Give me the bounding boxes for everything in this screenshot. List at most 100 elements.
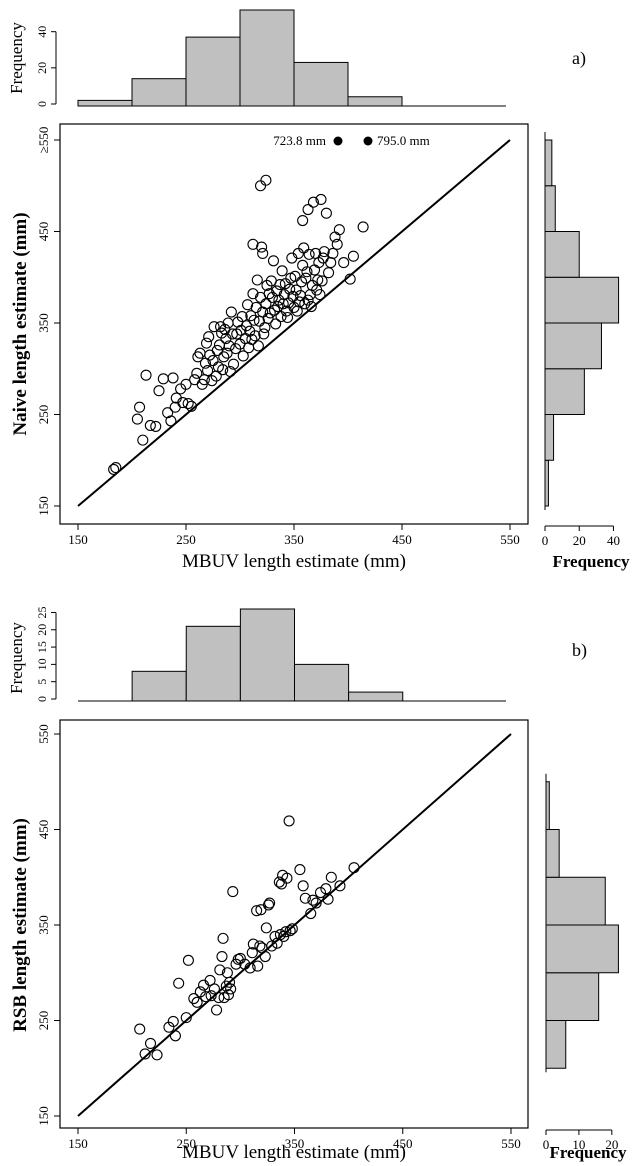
data-point (202, 338, 212, 348)
data-point (158, 374, 168, 384)
data-point (170, 1031, 180, 1041)
top-histogram-b: 0 5 10 15 20 25 (35, 606, 506, 702)
data-point (168, 373, 178, 383)
right-hist-bar (546, 830, 559, 878)
right-hist-bar (545, 186, 555, 232)
identity-line-a (78, 140, 510, 506)
y-tick-label: 150 (36, 496, 51, 516)
data-point (255, 941, 265, 951)
data-point (326, 258, 336, 268)
data-point (195, 348, 205, 358)
data-point (214, 340, 224, 350)
top-hist-tick-label: 5 (35, 679, 49, 685)
right-hist-xlabel-a: Frequency (552, 552, 630, 571)
data-point (170, 402, 180, 412)
data-point (138, 435, 148, 445)
data-point (303, 205, 313, 215)
y-tick-label: 250 (36, 1011, 51, 1031)
data-point (261, 299, 271, 309)
data-point (204, 332, 214, 342)
data-point (271, 319, 281, 329)
x-tick-label: 150 (68, 532, 88, 547)
off-scale-marker-2 (364, 137, 373, 146)
right-hist-bar (545, 140, 552, 186)
x-tick-label: 250 (176, 532, 196, 547)
panel-label-b: b) (572, 640, 587, 661)
top-hist-bar (78, 100, 132, 106)
y-tick-label: 550 (36, 724, 51, 744)
right-hist-bar (546, 877, 605, 925)
y-tick-label: 450 (36, 820, 51, 840)
right-histogram-b: 0 10 20 (543, 774, 619, 1152)
x-tick-label: 550 (501, 1136, 521, 1151)
top-hist-tick-label: 0 (35, 696, 49, 702)
data-point (283, 313, 293, 323)
data-point (109, 464, 119, 474)
y-axis-label-b: RSB length estimate (mm) (10, 818, 31, 1032)
panel-a: 0 20 40 Frequency a) 150 250 350 450 550 150 25… (7, 10, 630, 572)
y-tick-label: 450 (36, 222, 51, 242)
data-point (226, 307, 236, 317)
data-point (332, 239, 342, 249)
right-hist-tick-label: 20 (573, 533, 586, 548)
data-point (277, 266, 287, 276)
x-axis-label-b: MBUV length estimate (mm) (182, 1142, 406, 1163)
top-hist-tick-label: 20 (35, 62, 49, 74)
right-hist-tick-label: 0 (543, 1137, 550, 1152)
data-point (132, 414, 142, 424)
data-point (248, 239, 258, 249)
top-hist-tick-label: 15 (35, 641, 49, 653)
data-point (298, 216, 308, 226)
data-point (212, 345, 222, 355)
data-point (135, 402, 145, 412)
right-hist-bar (545, 415, 554, 461)
top-hist-ylabel-b: Frequency (7, 622, 26, 694)
top-hist-bar (294, 62, 348, 106)
data-point (256, 181, 266, 191)
y-axis-label-a: Naive length estimate (mm) (10, 212, 31, 435)
off-scale-note-2: 795.0 mm (377, 133, 430, 148)
x-tick-label: 350 (284, 532, 304, 547)
data-point (295, 865, 305, 875)
top-hist-bar (186, 626, 240, 701)
top-hist-tick-label: 0 (35, 101, 49, 107)
x-tick-label: 550 (500, 532, 520, 547)
top-hist-tick-label: 40 (35, 26, 49, 38)
data-point (330, 232, 340, 242)
top-hist-bar (295, 664, 349, 701)
data-point (218, 933, 228, 943)
data-point (190, 375, 200, 385)
y-tick-label: ≥550 (36, 127, 51, 154)
x-tick-label: 450 (392, 532, 412, 547)
scatter-points-b (135, 816, 359, 1060)
x-tick-label: 150 (68, 1136, 88, 1151)
y-ticks-a: 150 250 350 450 ≥550 (36, 127, 60, 516)
panel-label-a: a) (572, 48, 586, 69)
data-point (152, 1050, 162, 1060)
data-point (299, 243, 309, 253)
off-scale-note-1: 723.8 mm (273, 133, 326, 148)
top-hist-tick-label: 10 (35, 658, 49, 670)
top-hist-bar (240, 10, 294, 106)
data-point (274, 295, 284, 305)
data-point (321, 208, 331, 218)
y-tick-label: 250 (36, 405, 51, 425)
top-hist-bar (348, 97, 402, 106)
data-point (141, 370, 151, 380)
data-point (260, 952, 270, 962)
y-tick-label: 350 (36, 313, 51, 333)
right-histogram-a: 0 20 40 (542, 132, 620, 548)
right-hist-bar (546, 973, 599, 1021)
data-point (268, 256, 278, 266)
x-axis-label-a: MBUV length estimate (mm) (182, 551, 406, 572)
data-point (297, 277, 307, 287)
data-point (339, 258, 349, 268)
x-ticks-a: 150 250 350 450 550 (68, 524, 520, 547)
data-point (174, 978, 184, 988)
data-point (261, 923, 271, 933)
y-tick-label: 350 (36, 915, 51, 935)
right-hist-tick-label: 40 (607, 533, 620, 548)
top-hist-tick-label: 20 (35, 624, 49, 636)
